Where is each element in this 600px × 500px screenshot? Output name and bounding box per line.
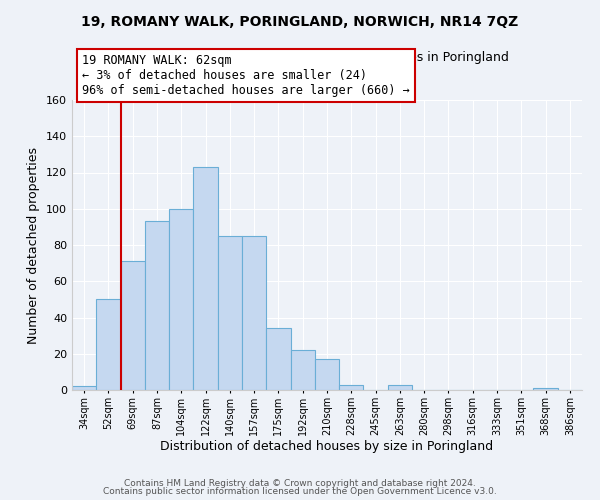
Bar xyxy=(72,386,96,390)
Bar xyxy=(290,350,315,390)
Bar xyxy=(533,388,558,390)
Bar xyxy=(96,300,121,390)
Text: Contains HM Land Registry data © Crown copyright and database right 2024.: Contains HM Land Registry data © Crown c… xyxy=(124,478,476,488)
Bar xyxy=(315,359,339,390)
Bar xyxy=(242,236,266,390)
X-axis label: Distribution of detached houses by size in Poringland: Distribution of detached houses by size … xyxy=(160,440,494,454)
Bar xyxy=(193,167,218,390)
Y-axis label: Number of detached properties: Number of detached properties xyxy=(28,146,40,344)
Bar xyxy=(388,384,412,390)
Text: Contains public sector information licensed under the Open Government Licence v3: Contains public sector information licen… xyxy=(103,487,497,496)
Text: 19 ROMANY WALK: 62sqm
← 3% of detached houses are smaller (24)
96% of semi-detac: 19 ROMANY WALK: 62sqm ← 3% of detached h… xyxy=(82,54,410,97)
Title: Size of property relative to detached houses in Poringland: Size of property relative to detached ho… xyxy=(145,51,509,64)
Bar xyxy=(218,236,242,390)
Text: 19, ROMANY WALK, PORINGLAND, NORWICH, NR14 7QZ: 19, ROMANY WALK, PORINGLAND, NORWICH, NR… xyxy=(82,15,518,29)
Bar xyxy=(121,262,145,390)
Bar xyxy=(145,222,169,390)
Bar xyxy=(339,384,364,390)
Bar xyxy=(169,209,193,390)
Bar xyxy=(266,328,290,390)
